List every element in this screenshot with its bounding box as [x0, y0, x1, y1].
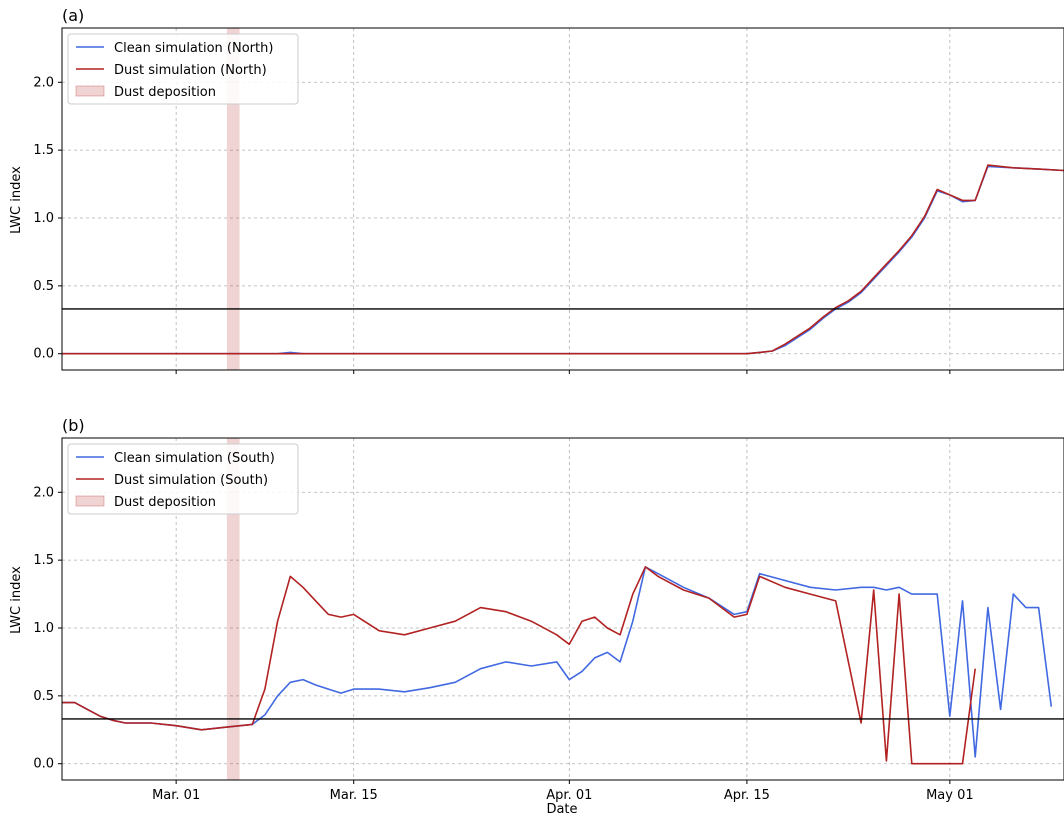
panel-a: (a) LWC index 0.0 0.5 1.0 1.5 2.0 Clean simul…	[9, 6, 1064, 374]
y-tick-label: 1.5	[33, 143, 54, 158]
dust-deposition-span	[226, 28, 240, 370]
y-tick-label: 0.5	[33, 279, 54, 294]
x-tick-label: Mar. 15	[330, 788, 378, 803]
legend-span-swatch	[75, 495, 105, 507]
dust-deposition-span	[226, 438, 240, 780]
legend-span-swatch	[75, 85, 105, 97]
panel-a-label: (a)	[62, 6, 84, 25]
series-line-clean	[62, 165, 1064, 355]
series-line-dust	[62, 566, 976, 765]
legend-label: Clean simulation (North)	[114, 41, 273, 56]
y-tick-label: 2.0	[33, 485, 54, 500]
legend-box	[67, 443, 299, 515]
panel-b-label: (b)	[62, 416, 85, 435]
y-tick-label: 1.0	[33, 211, 54, 226]
legend-label: Dust simulation (North)	[114, 63, 267, 78]
legend-box	[67, 33, 299, 105]
panel-a-plot-area: 0.0 0.5 1.0 1.5 2.0 Clean simulation (North) D…	[33, 27, 1064, 374]
x-tick-label: May 01	[926, 788, 974, 803]
legend-label: Dust deposition	[114, 85, 216, 100]
legend-label: Clean simulation (South)	[114, 451, 275, 466]
y-tick-label: 1.5	[33, 553, 54, 568]
y-tick-label: 1.0	[33, 621, 54, 636]
axes-frame	[61, 437, 1064, 781]
panel-a-y-axis-label: LWC index	[9, 166, 24, 234]
x-tick-label: Apr. 01	[546, 788, 592, 803]
legend-label: Dust simulation (South)	[114, 473, 268, 488]
y-tick-label: 2.0	[33, 75, 54, 90]
legend-label: Dust deposition	[114, 495, 216, 510]
y-tick-label: 0.0	[33, 757, 54, 772]
panel-b-y-axis-label: LWC index	[9, 566, 24, 634]
panel-b: (b) LWC index Date 0.0 0.5 1.0 1.5 2.0 Mar. 0…	[9, 416, 1064, 817]
x-tick-label: Mar. 01	[152, 788, 200, 803]
x-tick-label: Apr. 15	[724, 788, 770, 803]
series-line-dust	[62, 164, 1064, 355]
panel-b-plot-area: 0.0 0.5 1.0 1.5 2.0 Mar. 01 Mar. 15 Apr. 01 Apr.…	[33, 437, 1064, 803]
y-tick-label: 0.5	[33, 689, 54, 704]
y-tick-label: 0.0	[33, 347, 54, 362]
panel-b-x-axis-label: Date	[546, 802, 577, 817]
axes-frame	[61, 27, 1064, 371]
